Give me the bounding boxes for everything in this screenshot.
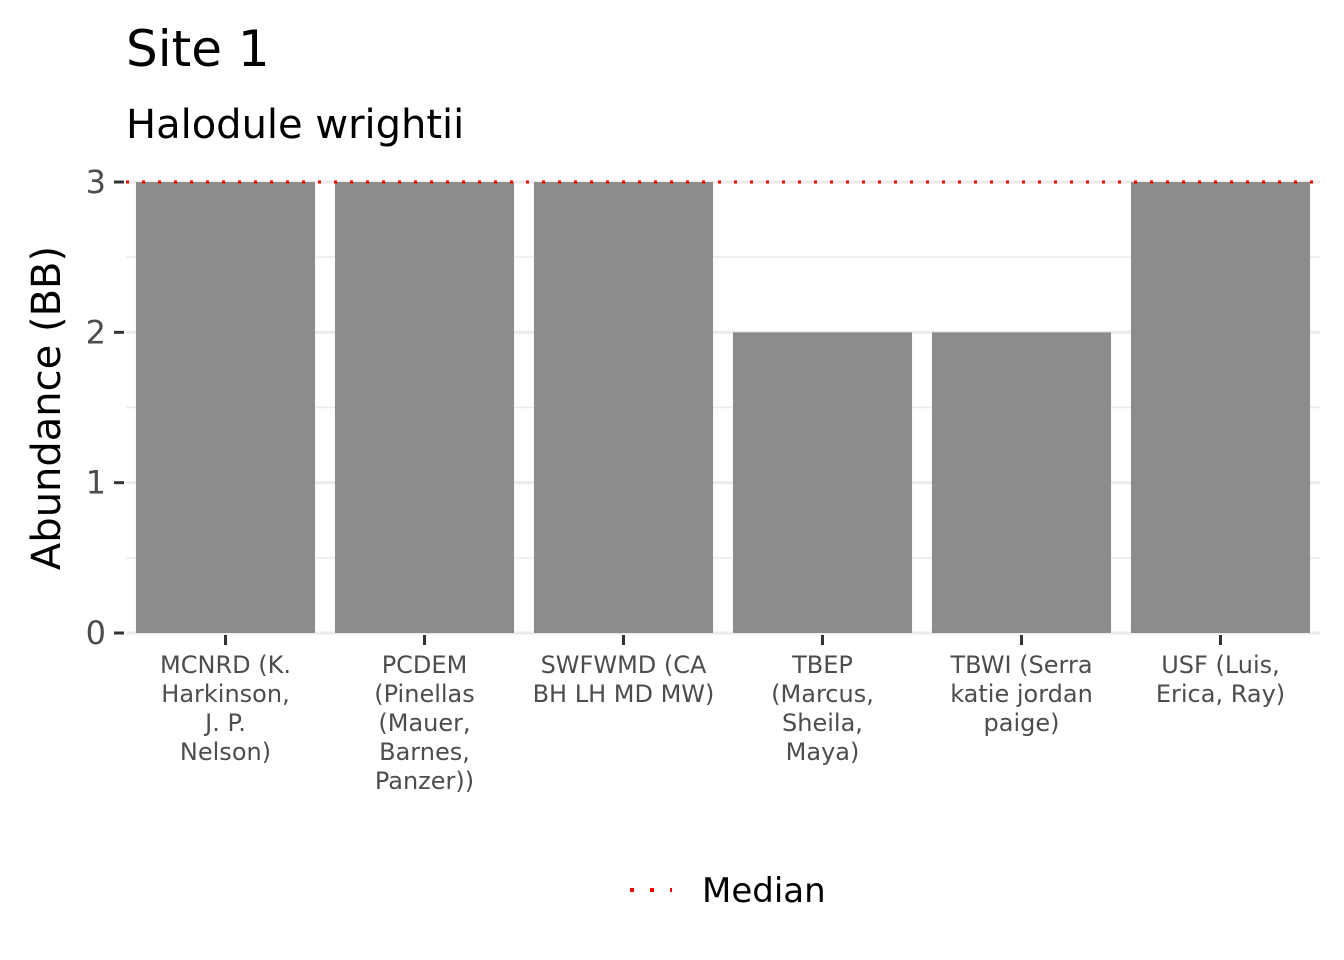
y-axis-label: Abundance (BB) [24,246,70,570]
bars [135,182,1311,633]
x-tick-label-line: (Marcus, [771,680,874,708]
x-tick-label-line: Sheila, [782,709,863,737]
x-tick-label-line: PCDEM [382,651,468,679]
bar [1130,182,1311,633]
x-tick-label: USF (Luis, Erica, Ray) [1156,651,1285,708]
bar [533,182,714,633]
legend-median-label: Median [702,871,826,911]
y-axis: 0 1 2 3 [86,163,124,652]
x-tick-label-line: MCNRD (K. [160,651,291,679]
bar [931,332,1112,633]
x-tick-label-line: Barnes, [379,738,470,766]
x-axis: MCNRD (K. Harkinson, J. P. Nelson) PCDEM (Pin… [160,635,1285,795]
x-tick-label-line: katie jordan [950,680,1093,708]
bar [135,182,316,633]
x-tick-label-line: J. P. [203,709,246,737]
x-tick-label-line: BH LH MD MW) [533,680,715,708]
x-tick-label-line: Harkinson, [161,680,289,708]
chart-title: Site 1 [126,20,270,78]
x-tick-label: TBEP (Marcus, Sheila, Maya) [771,651,874,766]
x-tick-label: SWFWMD (CA BH LH MD MW) [533,651,715,708]
bar [732,332,913,633]
x-tick-label-line: paige) [984,709,1060,737]
grid [126,180,1320,635]
y-tick-label: 2 [86,313,106,351]
x-tick-label-line: TBWI (Serra [949,651,1092,679]
x-tick-label: PCDEM (Pinellas (Mauer, Barnes, Panzer)) [374,651,475,795]
x-tick-label-line: Maya) [786,738,860,766]
legend: Median [630,871,826,911]
x-tick-label-line: (Mauer, [378,709,470,737]
x-tick-label-line: TBEP [791,651,853,679]
x-tick-label: TBWI (Serra katie jordan paige) [949,651,1092,737]
x-tick-label-line: Panzer)) [375,767,474,795]
x-tick-label-line: (Pinellas [374,680,475,708]
chart-subtitle: Halodule wrightii [126,102,464,148]
x-tick-label-line: USF (Luis, [1161,651,1280,679]
bar [334,182,515,633]
y-tick-label: 1 [86,464,106,502]
x-tick-label-line: Erica, Ray) [1156,680,1285,708]
y-tick-label: 3 [86,163,106,201]
x-tick-label-line: SWFWMD (CA [541,651,707,679]
y-tick-label: 0 [86,614,106,652]
x-tick-label-line: Nelson) [180,738,271,766]
x-tick-label: MCNRD (K. Harkinson, J. P. Nelson) [160,651,291,766]
